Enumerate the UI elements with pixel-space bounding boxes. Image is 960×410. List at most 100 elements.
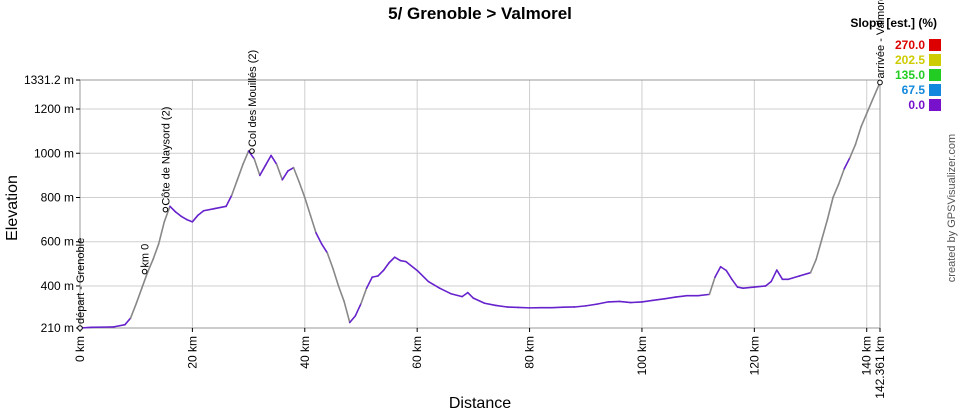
elevation-segment [360,287,368,305]
elevation-segment [809,258,817,274]
elevation-segment [427,280,441,289]
legend-value: 202.5 [895,53,925,67]
elevation-segment [865,99,874,115]
elevation-segment [871,81,881,101]
elevation-segment [225,194,233,208]
x-tick-label: 60 km [410,336,424,369]
elevation-segment [573,305,587,308]
elevation-segment [354,302,362,317]
elevation-segment [393,256,402,262]
legend-value: 135.0 [895,68,925,82]
x-tick-label: 100 km [635,336,649,375]
elevation-segment [169,205,177,213]
legend-swatch [929,69,941,81]
elevation-segment [405,260,418,272]
waypoint-label: arrivée - Valmorel [875,0,887,78]
elevation-segment [584,303,598,307]
elevation-segment [843,156,851,170]
y-tick-label: 1000 m [34,146,74,160]
waypoint-markers: départ - Grenoble km 0 Côte de Naysord (2)… [75,0,887,331]
y-tick-label: 1331.2 m [24,73,74,87]
elevation-segment [298,181,306,199]
elevation-segment [275,163,284,181]
elevation-segment [180,215,188,221]
elevation-segment [719,265,728,272]
elevation-segment [163,205,171,223]
elevation-segment [450,292,463,298]
elevation-segment [596,301,610,305]
elevation-segment [837,167,846,186]
elevation-segment [348,315,357,324]
credit-text: created by GPSVisualizer.com [946,134,958,282]
elevation-segment [146,258,154,274]
elevation-segment [826,196,834,221]
legend-title: Slope [est.] (%) [850,16,937,30]
elevation-segment [663,296,677,300]
elevation-segment [438,287,452,295]
waypoint-marker [77,325,83,331]
waypoint-marker [877,79,883,86]
elevation-segment [697,293,711,297]
elevation-segment [776,269,784,281]
plot-frame [79,79,881,329]
elevation-segment [753,285,767,288]
waypoint-marker [162,206,169,213]
elevation-segment [242,150,250,166]
waypoint-label: Côte de Naysord (2) [160,107,172,206]
elevation-segment [332,267,340,287]
elevation-segment [202,207,216,212]
elevation-segment [399,259,407,263]
y-tick-label: 1200 m [34,102,74,116]
elevation-segment [641,299,654,303]
elevation-segment [253,157,261,177]
elevation-segment [860,112,868,128]
elevation-segment [287,166,295,172]
elevation-segment [326,251,334,270]
x-tick-label: 80 km [523,336,537,369]
elevation-segment [736,286,744,289]
elevation-segment [483,302,497,307]
elevation-segment [849,143,857,159]
waypoint-marker [249,148,255,154]
elevation-segment [832,183,840,199]
x-tick-label: 0 km [73,336,87,362]
elevation-segment [259,164,267,177]
elevation-segment [629,301,643,304]
waypoint-marker [141,268,148,275]
elevation-segment [674,294,688,298]
legend-value: 67.5 [902,83,926,97]
waypoint-label: km 0 [140,244,152,268]
legend-swatch [929,84,941,96]
elevation-segment [770,269,778,283]
elevation-segment [112,323,126,328]
elevation-segment [461,291,469,298]
elevation-segment [124,317,132,326]
elevation-segment [315,232,323,245]
elevation-segment [236,163,244,181]
x-tick-label: 142.361 km [873,336,887,399]
elevation-segment [854,125,862,146]
x-tick-label: 40 km [298,336,312,369]
elevation-segment [388,256,396,264]
elevation-segment [185,218,194,223]
elevation-segment [230,179,239,197]
elevation-segment [708,276,716,296]
elevation-segment [472,297,486,305]
elevation-segment [714,265,722,278]
y-tick-label: 800 m [41,190,74,204]
elevation-segment [197,209,205,216]
elevation-segment [416,269,430,283]
elevation-segment [320,243,329,254]
y-axis-ticks: 210 m 400 m 600 m 800 m 1000 m 1200 m 1331.2 m [24,73,80,335]
elevation-line [79,81,881,329]
x-axis-ticks: 0 km 20 km 40 km 60 km 80 km 100 km 120 km 140 … [73,328,887,399]
elevation-segment [191,214,199,223]
elevation-segment [652,298,666,302]
elevation-segment [152,243,160,261]
gridlines [79,79,881,329]
elevation-segment [618,300,632,304]
y-tick-label: 400 m [41,279,74,293]
elevation-segment [214,205,227,210]
